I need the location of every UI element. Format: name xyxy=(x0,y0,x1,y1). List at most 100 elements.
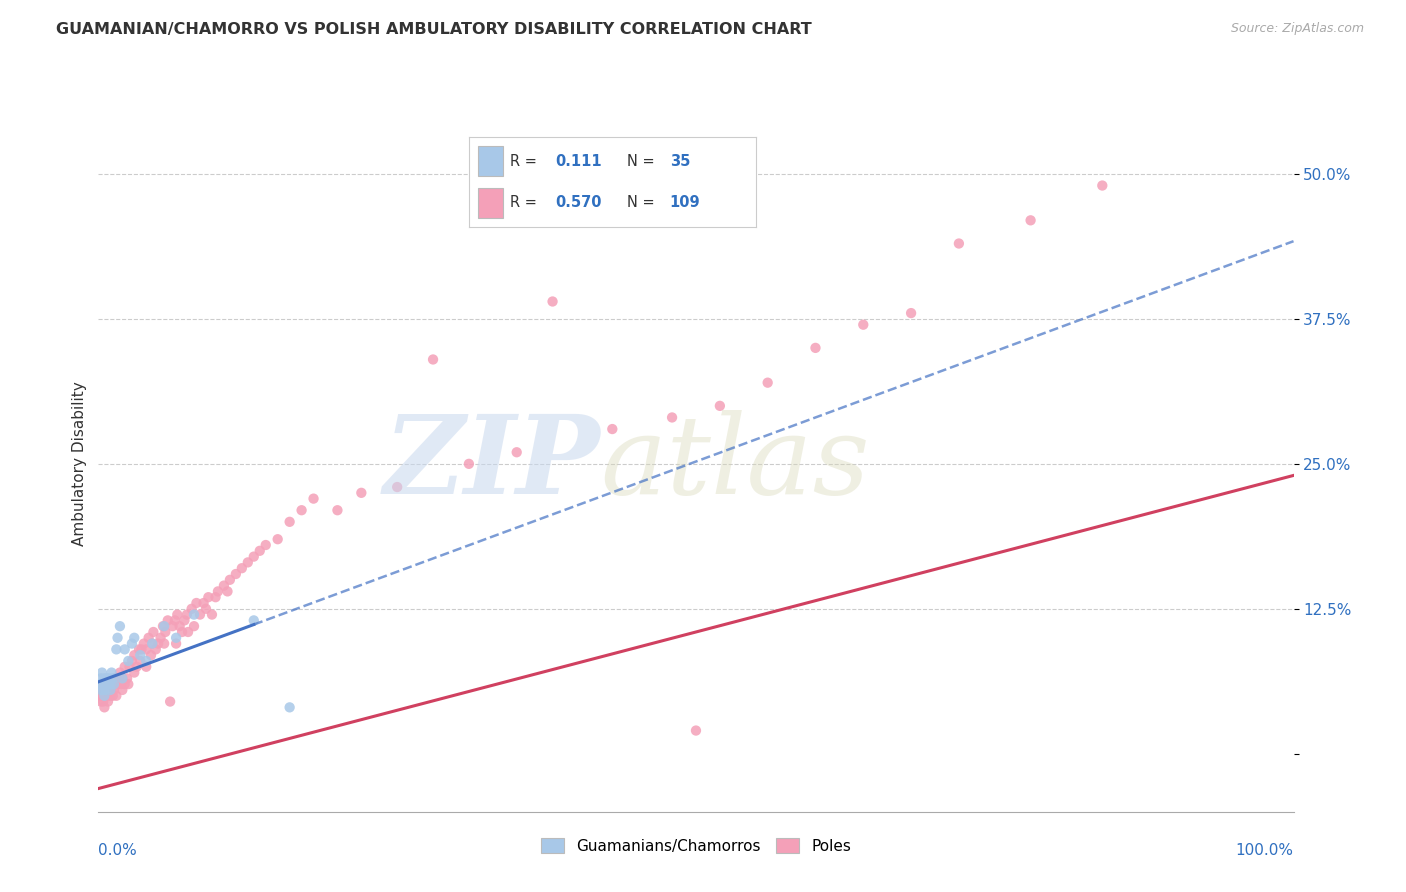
Point xyxy=(165,631,187,645)
Point xyxy=(212,579,235,593)
Point xyxy=(90,683,112,698)
Point xyxy=(91,677,114,691)
Point xyxy=(290,503,312,517)
Point xyxy=(108,619,131,633)
Point xyxy=(145,642,167,657)
Point xyxy=(141,637,163,651)
Point xyxy=(756,376,779,390)
Point xyxy=(117,677,139,691)
Point xyxy=(149,631,172,645)
Point xyxy=(93,700,115,714)
Point xyxy=(135,660,157,674)
Point xyxy=(152,619,174,633)
Point xyxy=(661,410,683,425)
Point xyxy=(105,671,128,685)
Point xyxy=(115,671,138,685)
Point xyxy=(243,549,266,564)
Text: R =: R = xyxy=(510,153,541,169)
Point xyxy=(159,694,181,708)
Point xyxy=(217,584,239,599)
Point xyxy=(142,624,165,639)
Point xyxy=(89,683,111,698)
Point xyxy=(900,306,922,320)
Point xyxy=(129,648,152,662)
Point xyxy=(110,677,132,691)
Point xyxy=(155,624,177,639)
Point xyxy=(97,677,120,691)
Point xyxy=(104,671,127,685)
Point xyxy=(600,422,623,436)
Point xyxy=(153,619,176,633)
Point xyxy=(197,591,219,605)
Point xyxy=(135,654,157,668)
Point xyxy=(94,683,117,698)
Point xyxy=(804,341,827,355)
Point xyxy=(183,607,205,622)
Point xyxy=(96,677,118,691)
Point xyxy=(89,677,111,691)
Point xyxy=(124,665,146,680)
Point xyxy=(91,665,114,680)
Point xyxy=(326,503,349,517)
Point xyxy=(101,677,124,691)
Point xyxy=(129,654,152,668)
Point xyxy=(194,602,217,616)
Text: N =: N = xyxy=(627,153,659,169)
Y-axis label: Ambulatory Disability: Ambulatory Disability xyxy=(72,382,87,546)
Point xyxy=(709,399,731,413)
Text: 35: 35 xyxy=(669,153,690,169)
Point xyxy=(207,584,229,599)
Point xyxy=(163,614,186,628)
Point xyxy=(204,591,226,605)
Point xyxy=(98,677,122,691)
Point xyxy=(201,607,224,622)
Point xyxy=(94,689,117,703)
Point xyxy=(90,671,112,685)
Point xyxy=(94,677,117,691)
Point xyxy=(350,485,373,500)
Point xyxy=(166,607,188,622)
Point xyxy=(125,660,148,674)
Text: 0.570: 0.570 xyxy=(555,195,602,211)
Point xyxy=(118,660,141,674)
Point xyxy=(180,602,202,616)
Point xyxy=(111,671,134,685)
Point xyxy=(98,671,121,685)
Point xyxy=(111,683,134,698)
Point xyxy=(249,544,271,558)
Point xyxy=(98,689,122,703)
Legend: Guamanians/Chamorros, Poles: Guamanians/Chamorros, Poles xyxy=(534,831,858,860)
Point xyxy=(107,671,129,685)
Text: GUAMANIAN/CHAMORRO VS POLISH AMBULATORY DISABILITY CORRELATION CHART: GUAMANIAN/CHAMORRO VS POLISH AMBULATORY … xyxy=(56,22,813,37)
Point xyxy=(254,538,277,552)
Point xyxy=(117,654,139,668)
Point xyxy=(541,294,564,309)
Text: R =: R = xyxy=(510,195,541,211)
Point xyxy=(91,683,114,698)
Point xyxy=(97,694,120,708)
Point xyxy=(128,642,150,657)
Point xyxy=(96,671,118,685)
Point xyxy=(948,236,970,251)
Point xyxy=(91,689,114,703)
Point xyxy=(114,642,136,657)
Point xyxy=(114,677,136,691)
Point xyxy=(1091,178,1114,193)
Text: Source: ZipAtlas.com: Source: ZipAtlas.com xyxy=(1230,22,1364,36)
Point xyxy=(267,532,290,546)
Point xyxy=(114,660,136,674)
Point xyxy=(135,642,157,657)
Point xyxy=(103,677,125,691)
Point xyxy=(91,694,114,708)
Point xyxy=(108,665,131,680)
Point xyxy=(89,689,111,703)
Point xyxy=(101,671,124,685)
Point xyxy=(98,683,122,698)
Text: 0.111: 0.111 xyxy=(555,153,602,169)
Point xyxy=(100,665,122,680)
Point xyxy=(131,642,153,657)
Point xyxy=(141,637,163,651)
Point xyxy=(385,480,409,494)
Text: 100.0%: 100.0% xyxy=(1236,843,1294,858)
Point xyxy=(278,700,301,714)
